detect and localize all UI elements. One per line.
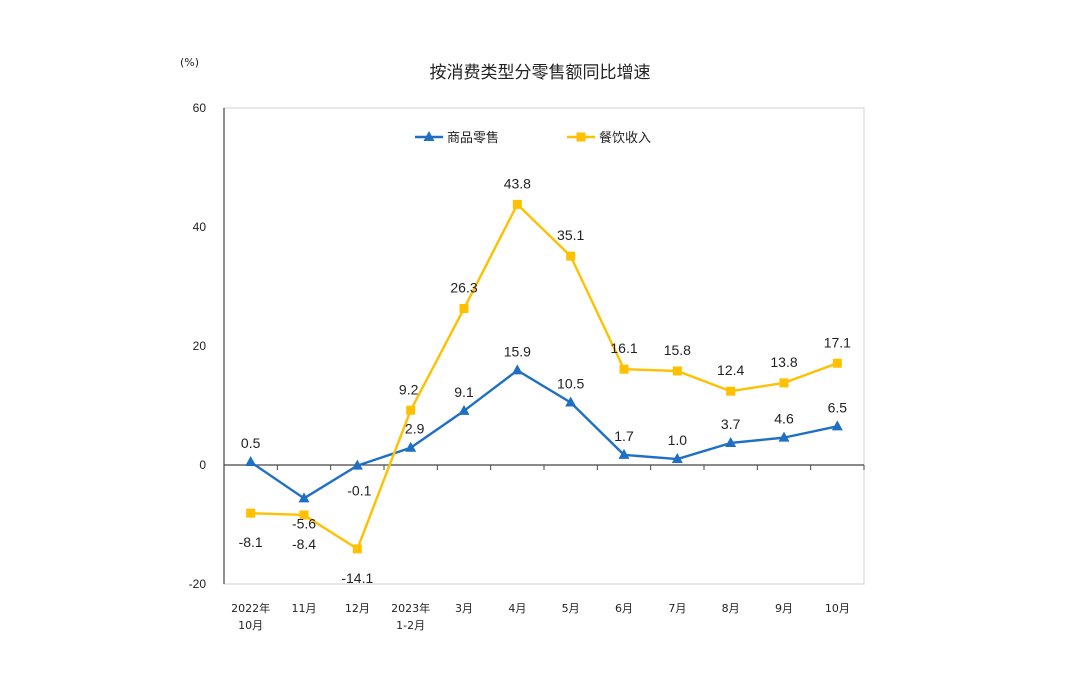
x-tick-label-line: 10月 [825,602,850,615]
x-tick-label-line: 5月 [562,602,580,615]
data-labels: 0.5 -5.6 -0.1 2.9 9.1 15.9 10.5 1.7 1.0 3.7 4.6 6.5… [239,175,852,586]
y-tick-label: -20 [189,577,207,591]
x-axis: 2022年 10月 11月 12月 2023年 1-2月 3月 4月 5月 6月 7月 8月 9月 10月 [224,464,865,632]
data-point-marker [299,510,309,520]
y-tick-label: 20 [193,339,207,353]
data-label: 1.0 [668,432,688,448]
y-axis-ticks: -20 0 20 40 60 [189,101,207,591]
legend-swatch-marker [423,131,435,141]
legend: 商品零售 餐饮收入 [415,130,651,146]
data-label: 15.8 [664,342,691,358]
x-tick-label: 2023年 1-2月 [391,601,430,632]
x-tick-label-line: 7月 [668,602,686,615]
data-label: 10.5 [557,376,584,392]
x-tick-label: 11月 [292,602,317,615]
data-label: 3.7 [721,416,741,432]
data-point-marker [618,448,630,459]
data-label: 43.8 [504,175,531,191]
x-tick-label: 12月 [345,602,370,615]
x-tick-label: 3月 [455,602,473,615]
x-tick-label: 6月 [615,602,633,615]
data-label: 9.2 [399,381,419,397]
data-label: 17.1 [824,334,851,350]
y-axis-unit-label: (%) [180,56,199,69]
data-point-marker [352,544,362,554]
data-label: -14.1 [341,570,373,586]
data-point-marker [831,420,843,431]
x-tick-label: 8月 [722,602,740,615]
data-label: 12.4 [717,362,744,378]
x-tick-label-line: 3月 [455,602,473,615]
data-label: 13.8 [770,354,797,370]
legend-swatch-marker [576,132,586,142]
x-tick-label-line: 1-2月 [396,619,425,632]
data-point-marker [726,386,736,396]
x-tick-label: 9月 [775,602,793,615]
data-label: 2.9 [405,421,425,437]
x-tick-label-line: 6月 [615,602,633,615]
x-tick-label-line: 4月 [508,602,526,615]
data-point-marker [832,358,842,368]
data-label: 0.5 [241,435,261,451]
data-label: 9.1 [454,384,474,400]
data-point-marker [671,453,683,464]
data-label: 1.7 [614,428,634,444]
x-tick-label-line: 11月 [292,602,317,615]
data-label: 4.6 [774,411,794,427]
y-tick-label: 60 [193,101,207,115]
data-point-marker [405,441,417,452]
chart-title: 按消费类型分零售额同比增速 [430,63,651,83]
x-tick-label: 4月 [508,602,526,615]
x-tick-label-line: 12月 [345,602,370,615]
plot-area-border [223,107,865,585]
series-group [245,199,843,554]
data-point-marker [511,364,523,375]
data-label: -8.4 [292,536,316,552]
data-point-marker [512,199,522,209]
data-label: 35.1 [557,227,584,243]
legend-label: 餐饮收入 [599,130,651,146]
data-label: -0.1 [347,483,371,499]
x-tick-label: 7月 [668,602,686,615]
data-point-marker [566,251,576,261]
y-tick-label: 40 [193,220,207,234]
x-tick-label-line: 10月 [238,619,263,632]
data-label: 15.9 [504,343,531,359]
data-label: -5.6 [292,515,316,531]
series-line-goods-retail [249,369,838,500]
legend-label: 商品零售 [447,130,499,146]
data-point-marker [619,364,629,374]
data-point-marker [406,405,416,415]
data-label: 6.5 [828,399,848,415]
x-tick-label-line: 8月 [722,602,740,615]
data-point-marker [245,456,257,467]
data-point-marker [246,508,256,518]
data-point-marker [459,304,469,314]
x-tick-label: 2022年 10月 [231,601,270,632]
data-point-marker [565,396,577,407]
x-tick-label-line: 9月 [775,602,793,615]
series-line-catering-revenue [250,203,838,551]
y-tick-label: 0 [199,458,206,472]
data-point-marker [351,459,363,470]
data-point-marker [778,431,790,442]
x-tick-label-line: 2023年 [391,601,430,615]
x-tick-label: 5月 [562,602,580,615]
x-tick-label-line: 2022年 [231,601,270,615]
data-label: 26.3 [450,280,477,296]
data-point-marker [298,492,310,503]
data-point-marker [725,436,737,447]
data-point-marker [672,366,682,376]
data-point-marker [458,404,470,415]
data-label: 16.1 [610,340,637,356]
x-tick-label: 10月 [825,602,850,615]
data-label: -8.1 [239,534,263,550]
data-point-marker [779,378,789,388]
